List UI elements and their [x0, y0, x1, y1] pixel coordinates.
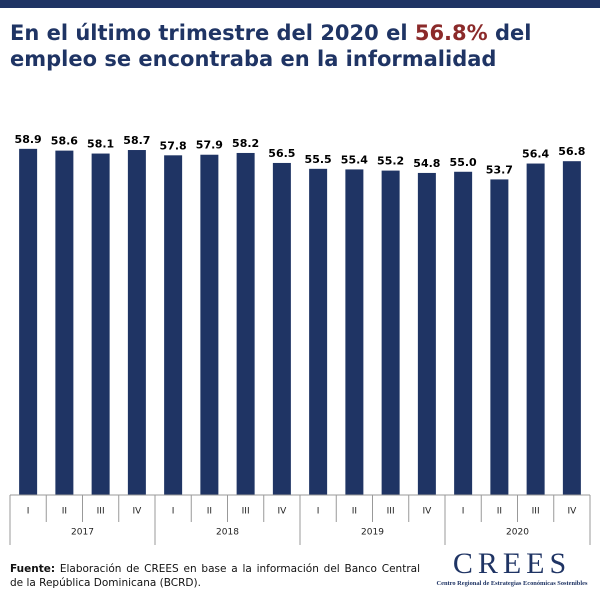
x-tick-label: IV [132, 507, 142, 517]
bar [55, 150, 74, 495]
x-tick-label: III [242, 507, 250, 517]
bar [91, 153, 110, 495]
x-tick-label: IV [422, 507, 432, 517]
bar [345, 169, 364, 495]
top-bar [0, 0, 600, 8]
logo-name: CREES [452, 547, 572, 580]
footer: Fuente: Elaboración de CREES en base a l… [10, 562, 420, 590]
value-label: 56.4 [522, 148, 549, 161]
x-tick-label: I [462, 507, 465, 517]
value-label: 55.0 [450, 156, 477, 169]
bar [454, 171, 473, 495]
value-label: 55.2 [377, 155, 404, 168]
value-label: 55.4 [341, 153, 368, 166]
title-part: del empleo se encontraba en la informali… [10, 21, 532, 71]
x-tick-label: II [352, 507, 357, 517]
value-label: 55.5 [305, 153, 332, 166]
value-label: 58.2 [232, 137, 259, 150]
bar [164, 155, 183, 495]
footer-text: Elaboración de CREES en base a la inform… [10, 563, 420, 589]
x-tick-label: II [62, 507, 67, 517]
value-label: 58.9 [15, 133, 42, 146]
value-label: 58.7 [123, 134, 150, 147]
x-tick-label: II [207, 507, 212, 517]
bar [309, 168, 328, 496]
x-tick-label: I [172, 507, 175, 517]
title-part: En el último trimestre del 2020 el [10, 21, 415, 45]
value-label: 58.1 [87, 138, 114, 151]
x-tick-label: II [497, 507, 502, 517]
bar [127, 150, 146, 496]
x-tick-label: III [532, 507, 540, 517]
bar [19, 148, 38, 495]
value-label: 57.8 [160, 139, 187, 152]
value-label: 56.5 [268, 147, 295, 160]
value-label: 54.8 [413, 157, 440, 170]
value-label: 56.8 [558, 145, 585, 158]
x-tick-label: I [27, 507, 30, 517]
title-part: 56.8% [414, 21, 488, 45]
bar [272, 162, 291, 495]
x-tick-label: I [317, 507, 320, 517]
bar [562, 161, 581, 495]
bar [526, 163, 545, 495]
logo-subtitle: Centro Regional de Estrategias Económica… [436, 580, 588, 587]
bar [200, 154, 219, 496]
value-label: 53.7 [486, 163, 513, 176]
value-label: 58.6 [51, 135, 78, 148]
chart-title: En el último trimestre del 2020 el 56.8%… [10, 20, 590, 72]
value-label: 57.9 [196, 139, 223, 152]
logo: CREES Centro Regional de Estrategias Eco… [432, 547, 592, 588]
bar [417, 172, 436, 495]
x-tick-label: III [387, 507, 395, 517]
bar [490, 179, 509, 495]
x-tick-label: IV [567, 507, 577, 517]
group-label: 2017 [71, 528, 94, 538]
group-label: 2020 [506, 528, 529, 538]
bar [381, 170, 400, 495]
group-label: 2019 [361, 528, 384, 538]
x-tick-label: IV [277, 507, 287, 517]
bar [236, 152, 255, 495]
footer-label: Fuente: [10, 563, 56, 575]
x-tick-label: III [97, 507, 105, 517]
group-label: 2018 [216, 528, 239, 538]
